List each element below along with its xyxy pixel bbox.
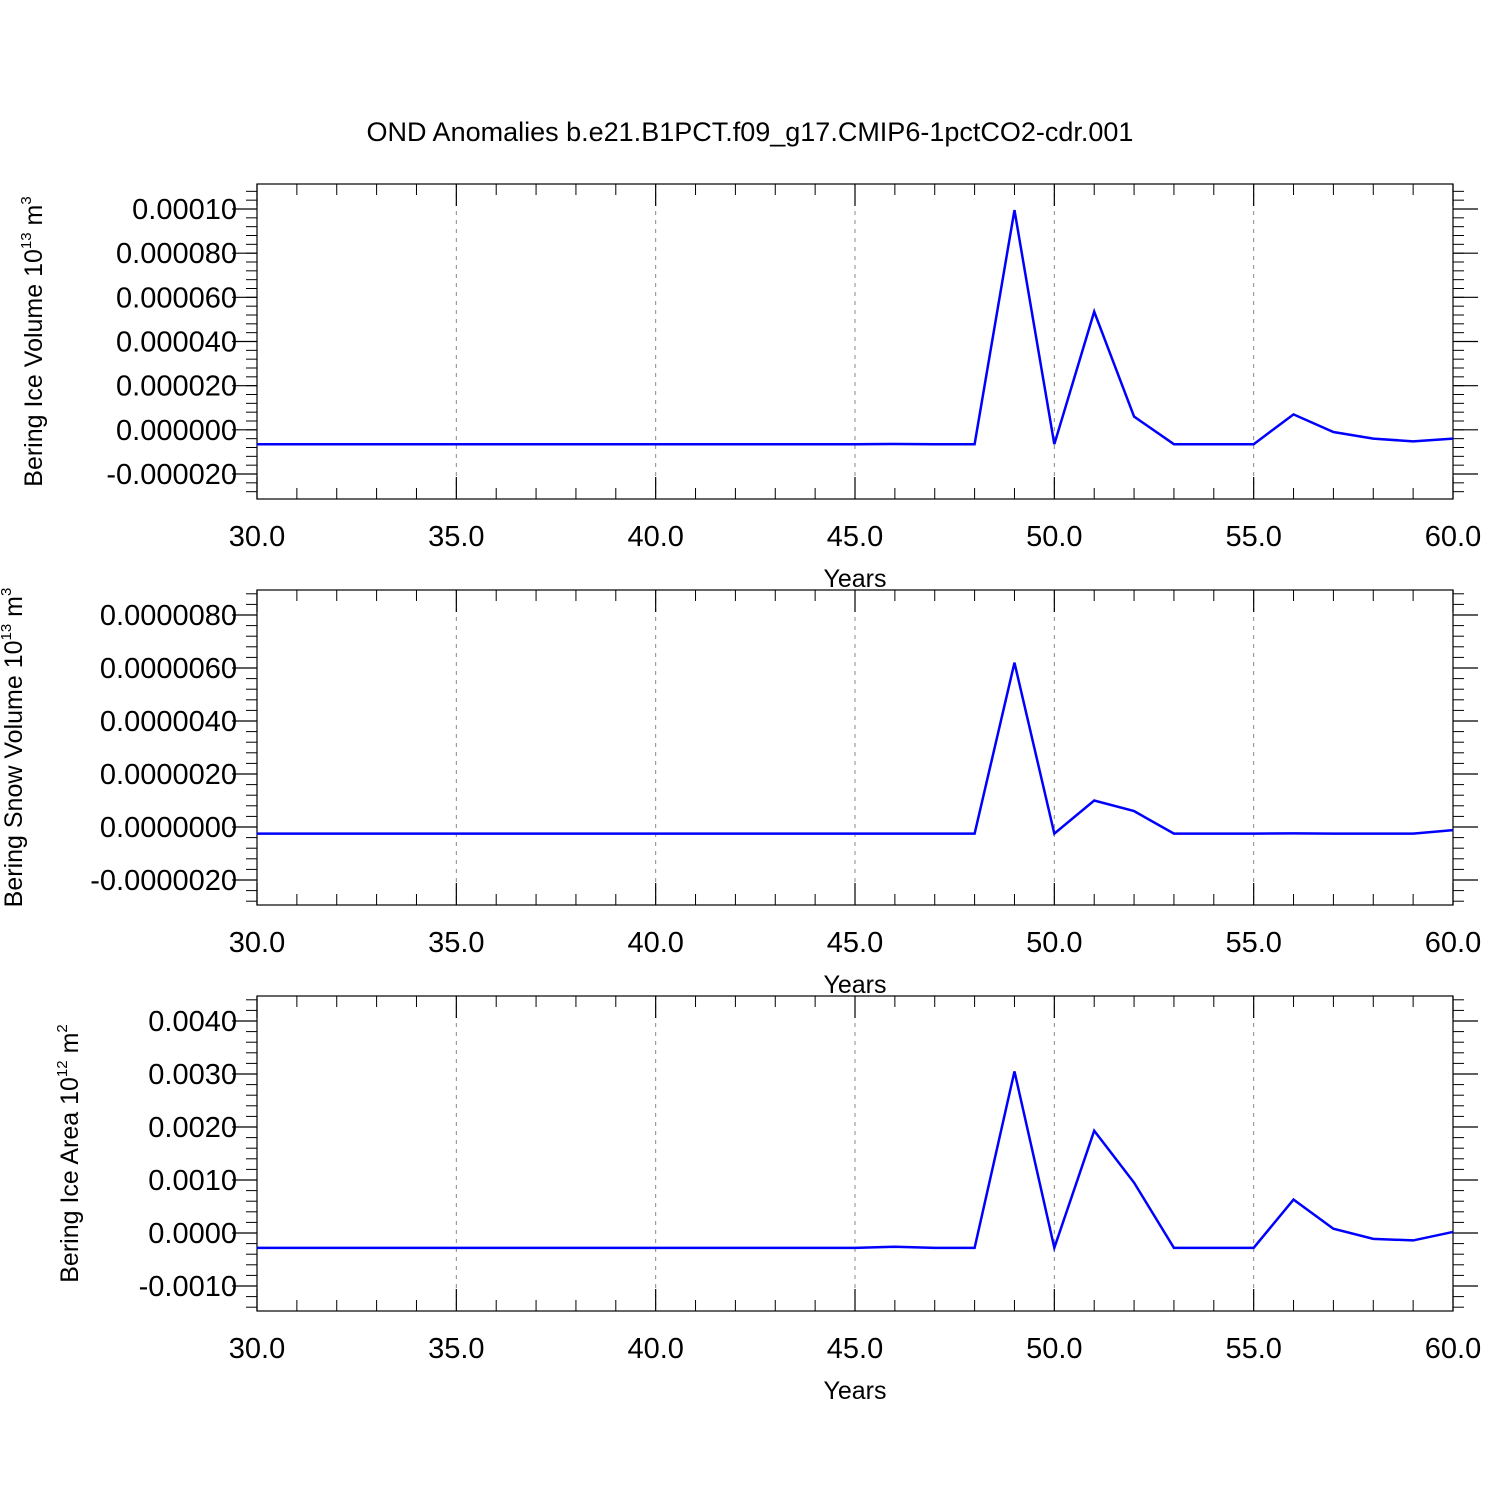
y-tick-label: 0.000080 — [116, 238, 237, 270]
y-tick-label: -0.0010 — [139, 1271, 237, 1303]
x-tick-label: 55.0 — [1225, 927, 1281, 959]
y-axis-label-unit-exponent: 3 — [0, 588, 15, 596]
x-tick-label: 60.0 — [1425, 521, 1481, 553]
y-axis-label-unit: m — [20, 205, 48, 233]
y-axis-label-exponent: 13 — [0, 624, 15, 641]
y-axis-label-text: Bering Ice Area 10 — [56, 1077, 84, 1283]
x-tick-label: 55.0 — [1225, 521, 1281, 553]
x-tick-label: 45.0 — [827, 927, 883, 959]
y-axis-label: Bering Ice Volume 1013 m3 — [18, 196, 48, 486]
y-tick-label: 0.000060 — [116, 282, 237, 314]
y-axis-label-unit-exponent: 3 — [18, 196, 35, 204]
x-axis-label: Years — [823, 565, 886, 593]
panel-snow-volume: 30.0 35.0 40.0 45.0 50.0 55.0 60.0 Years -0.0000… — [0, 588, 1481, 999]
x-tick-label: 35.0 — [428, 1333, 484, 1365]
x-tick-label: 50.0 — [1026, 1333, 1082, 1365]
panel-ice-area: 30.0 35.0 40.0 45.0 50.0 55.0 60.0 Years -0.0010… — [54, 995, 1481, 1405]
y-axis-label-unit-exponent: 2 — [54, 1024, 71, 1032]
y-tick-label: 0.0040 — [148, 1006, 237, 1038]
x-tick-label: 40.0 — [627, 1333, 683, 1365]
x-axis-label: Years — [823, 971, 886, 999]
y-tick-label: 0.0000060 — [100, 653, 237, 685]
y-tick-label: 0.000000 — [116, 415, 237, 447]
x-tick-label: 35.0 — [428, 927, 484, 959]
y-tick-label: -0.0000020 — [90, 865, 237, 897]
y-tick-label: 0.000020 — [116, 371, 237, 403]
x-tick-label: 40.0 — [627, 521, 683, 553]
series-line — [257, 209, 1454, 446]
x-tick-label: 30.0 — [229, 1333, 285, 1365]
y-tick-label: 0.0010 — [148, 1165, 237, 1197]
y-axis-label-unit: m — [56, 1033, 84, 1061]
y-tick-label: 0.0030 — [148, 1059, 237, 1091]
series-line — [257, 1071, 1454, 1253]
y-axis-label-text: Bering Ice Volume 10 — [20, 249, 48, 487]
y-tick-label: 0.0000020 — [100, 759, 237, 791]
x-tick-label: 50.0 — [1026, 927, 1082, 959]
x-tick-label: 30.0 — [229, 927, 285, 959]
x-tick-label: 60.0 — [1425, 927, 1481, 959]
y-axis-label-exponent: 13 — [18, 232, 35, 249]
y-tick-label: 0.0000080 — [100, 600, 237, 632]
y-tick-label: 0.00010 — [132, 194, 237, 226]
x-tick-label: 50.0 — [1026, 521, 1082, 553]
x-tick-label: 45.0 — [827, 1333, 883, 1365]
y-tick-label: -0.000020 — [106, 459, 237, 491]
series-line — [257, 662, 1454, 836]
x-tick-label: 30.0 — [229, 521, 285, 553]
y-axis-label-exponent: 12 — [54, 1060, 71, 1077]
chart-title: OND Anomalies b.e21.B1PCT.f09_g17.CMIP6-… — [366, 117, 1134, 147]
x-tick-label: 55.0 — [1225, 1333, 1281, 1365]
y-axis-label-unit: m — [0, 596, 28, 624]
x-axis-label: Years — [823, 1377, 886, 1405]
y-axis-label: Bering Snow Volume 1013 m3 — [0, 588, 28, 908]
y-tick-label: 0.0000 — [148, 1218, 237, 1250]
x-tick-label: 60.0 — [1425, 1333, 1481, 1365]
y-axis-label: Bering Ice Area 1012 m2 — [54, 1024, 84, 1283]
y-tick-label: 0.0000040 — [100, 706, 237, 738]
y-tick-label: 0.000040 — [116, 327, 237, 359]
x-tick-label: 40.0 — [627, 927, 683, 959]
x-tick-label: 35.0 — [428, 521, 484, 553]
y-axis-label-text: Bering Snow Volume 10 — [0, 640, 28, 907]
y-tick-label: 0.0020 — [148, 1112, 237, 1144]
panel-ice-volume: 30.0 35.0 40.0 45.0 50.0 55.0 60.0 Years -0.0000… — [18, 183, 1481, 593]
y-tick-label: 0.0000000 — [100, 812, 237, 844]
x-tick-label: 45.0 — [827, 521, 883, 553]
